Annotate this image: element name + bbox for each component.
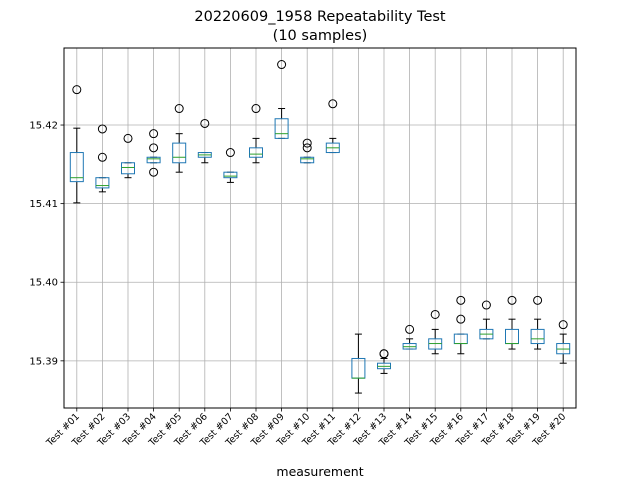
flier-point: [481, 300, 491, 310]
box-12: [351, 333, 366, 394]
box-20: [556, 320, 571, 364]
box-3: [121, 133, 135, 179]
flier-point: [174, 104, 184, 114]
box-19: [530, 295, 545, 350]
axes-frame: [63, 47, 577, 409]
flier-point: [200, 118, 210, 128]
flier-point: [97, 124, 107, 134]
box-5: [172, 104, 187, 173]
flier-point: [72, 85, 82, 95]
y-tick-label: 15.40: [29, 278, 58, 289]
x-axis-label: measurement: [276, 464, 363, 479]
box-15: [428, 309, 443, 355]
box-16: [453, 295, 468, 355]
flier-point: [302, 138, 312, 148]
flier-point: [379, 349, 389, 359]
flier-point: [533, 295, 543, 305]
iqr-box: [95, 177, 110, 189]
flier-point: [558, 320, 568, 330]
chart-subtitle: (10 samples): [273, 28, 368, 44]
y-axis: 15.39 15.40 15.41 15.42: [29, 121, 64, 367]
box-18: [505, 295, 519, 350]
box-7: [223, 148, 238, 183]
y-tick-label: 15.39: [29, 356, 58, 367]
iqr-box: [172, 142, 187, 164]
flier-point: [302, 143, 312, 153]
y-tick-label: 15.42: [29, 121, 58, 132]
iqr-box: [146, 156, 161, 164]
iqr-box: [223, 171, 238, 179]
flier-point: [149, 143, 159, 153]
flier-point: [456, 314, 466, 324]
iqr-box: [249, 147, 263, 158]
iqr-box: [69, 152, 84, 183]
flier-point: [430, 309, 440, 319]
plot-area: [69, 60, 571, 394]
chart-title: 20220609_1958 Repeatability Test: [194, 9, 446, 25]
flier-point: [225, 148, 235, 158]
box-10: [300, 138, 315, 164]
iqr-box: [300, 156, 315, 164]
flier-point: [405, 324, 415, 334]
flier-point: [123, 133, 133, 143]
box-14: [402, 324, 417, 350]
flier-point: [277, 60, 287, 70]
iqr-box: [274, 118, 289, 139]
flier-point: [149, 167, 159, 177]
box-17: [479, 300, 494, 340]
flier-point: [149, 129, 159, 139]
flier-point: [507, 295, 517, 305]
box-1: [69, 85, 84, 204]
flier-point: [97, 152, 107, 162]
box-6: [197, 118, 212, 164]
box-11: [325, 99, 340, 154]
flier-point: [251, 104, 261, 114]
box-4: [146, 129, 161, 177]
iqr-box: [121, 162, 135, 175]
box-8: [249, 104, 263, 164]
box-13: [377, 349, 391, 374]
flier-point: [328, 99, 338, 109]
iqr-box: [530, 328, 545, 345]
box-2: [95, 124, 110, 193]
y-tick-label: 15.41: [29, 199, 58, 210]
flier-point: [456, 295, 466, 305]
box-9: [274, 60, 289, 139]
